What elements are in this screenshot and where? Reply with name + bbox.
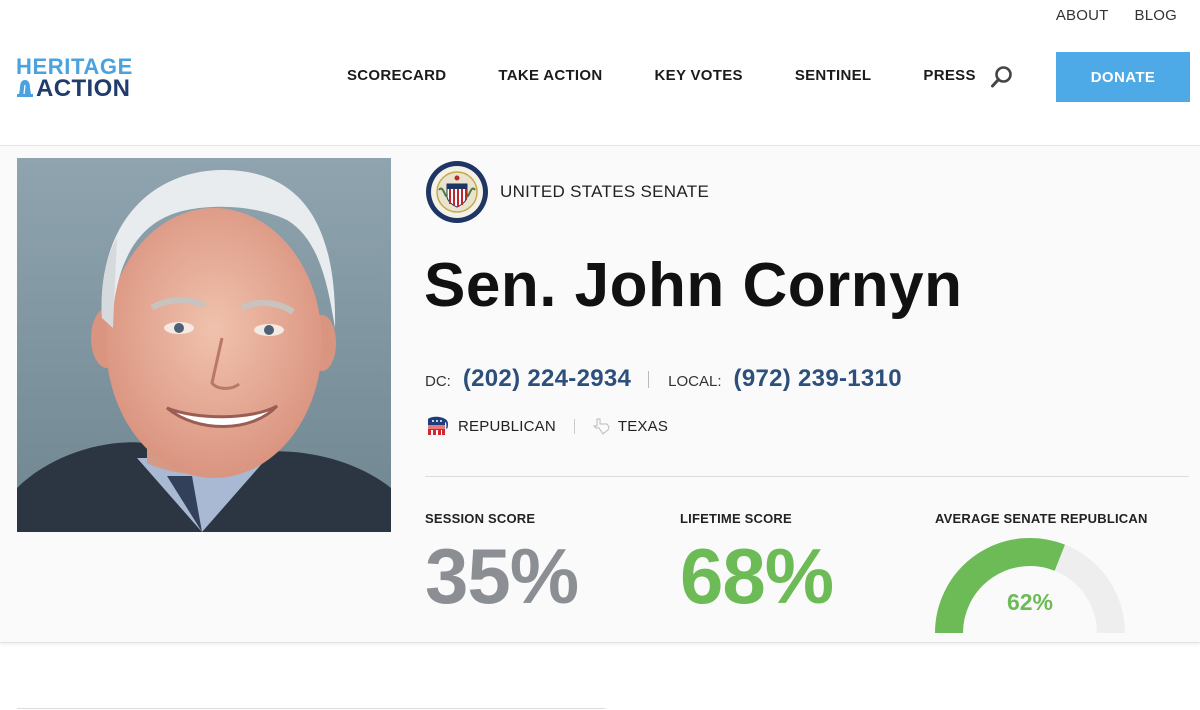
party-state-row: REPUBLICAN TEXAS (425, 416, 668, 436)
party-label: REPUBLICAN (458, 417, 556, 435)
chamber-row: UNITED STATES SENATE (425, 160, 709, 224)
state-label: TEXAS (617, 417, 669, 435)
member-name: Sen. John Cornyn (424, 251, 963, 320)
member-profile-card: UNITED STATES SENATE Sen. John Cornyn DC… (0, 145, 1200, 643)
lifetime-score-title: LIFETIME SCORE (680, 511, 792, 526)
local-phone-label: LOCAL: (668, 373, 722, 390)
logo-line-heritage: HERITAGE (16, 54, 133, 79)
chamber-label: UNITED STATES SENATE (500, 182, 710, 201)
member-portrait-photo (17, 158, 391, 532)
session-score-value: 35% (425, 532, 579, 620)
utility-nav: ABOUT BLOG (1056, 7, 1177, 24)
nav-item-key-votes[interactable]: KEY VOTES (654, 67, 743, 84)
average-score: AVERAGE SENATE REPUBLICAN 62% (935, 511, 1148, 633)
average-score-title: AVERAGE SENATE REPUBLICAN (935, 511, 1148, 526)
section-divider (425, 476, 1189, 477)
senate-seal-icon (426, 161, 488, 223)
contact-phones: DC: (202) 224-2934 LOCAL: (972) 239-1310 (425, 365, 902, 393)
nav-item-press[interactable]: PRESS (923, 67, 976, 84)
search-icon[interactable] (990, 65, 1014, 89)
local-phone-link[interactable]: (972) 239-1310 (733, 365, 902, 392)
bottom-divider (17, 708, 605, 709)
nav-item-sentinel[interactable]: SENTINEL (794, 67, 872, 84)
nav-item-scorecard[interactable]: SCORECARD (347, 67, 447, 84)
logo-line-action: ACTION (16, 77, 130, 101)
heritage-action-logo[interactable]: HERITAGE ACTION (16, 54, 146, 101)
meta-divider (573, 418, 575, 434)
lifetime-score: LIFETIME SCORE 68% (680, 511, 834, 620)
donate-button[interactable]: DONATE (1056, 52, 1190, 102)
session-score: SESSION SCORE 35% (425, 511, 579, 620)
average-score-gauge (935, 538, 1125, 633)
portrait-illustration (17, 158, 391, 532)
contact-divider (648, 370, 650, 388)
main-nav: SCORECARD TAKE ACTION KEY VOTES SENTINEL… (347, 67, 976, 84)
about-link[interactable]: ABOUT (1055, 7, 1109, 24)
republican-elephant-icon (428, 416, 449, 435)
liberty-bell-icon (17, 80, 33, 97)
dc-phone-label: DC: (425, 373, 451, 390)
session-score-title: SESSION SCORE (425, 511, 536, 526)
blog-link[interactable]: BLOG (1134, 7, 1177, 24)
nav-item-take-action[interactable]: TAKE ACTION (498, 67, 603, 84)
logo-action-text: ACTION (36, 75, 131, 102)
dc-phone-link[interactable]: (202) 224-2934 (462, 365, 632, 392)
lifetime-score-value: 68% (680, 532, 834, 620)
texas-outline-icon (592, 418, 610, 435)
average-score-value: 62% (1006, 589, 1054, 615)
gauge-fill (935, 538, 1065, 633)
